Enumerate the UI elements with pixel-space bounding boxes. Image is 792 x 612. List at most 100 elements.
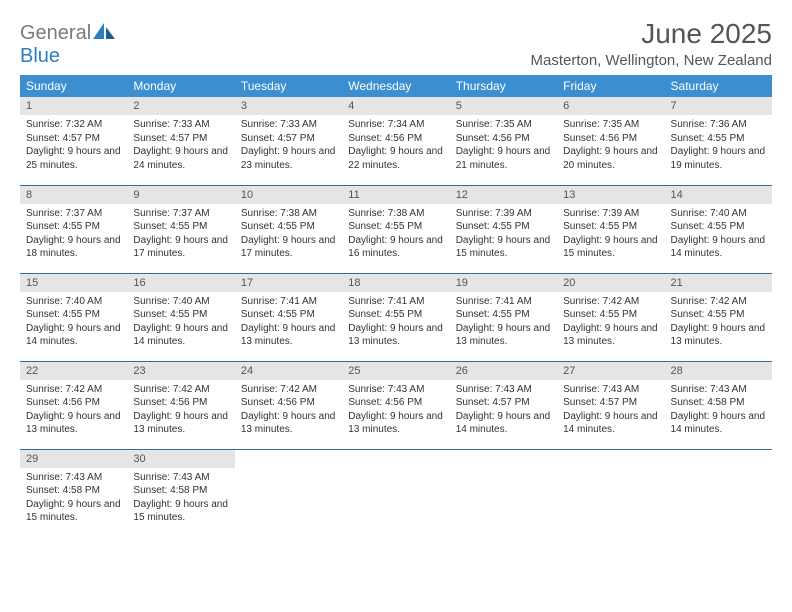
- sunrise-text: Sunrise: 7:42 AM: [133, 383, 228, 397]
- calendar-cell: 16Sunrise: 7:40 AMSunset: 4:55 PMDayligh…: [127, 273, 234, 361]
- day-details: Sunrise: 7:40 AMSunset: 4:55 PMDaylight:…: [127, 292, 234, 355]
- sunset-text: Sunset: 4:56 PM: [456, 132, 551, 146]
- calendar-cell: 17Sunrise: 7:41 AMSunset: 4:55 PMDayligh…: [235, 273, 342, 361]
- day-number: 19: [450, 274, 557, 292]
- daylight-text: Daylight: 9 hours and 23 minutes.: [241, 145, 336, 172]
- sunrise-text: Sunrise: 7:40 AM: [133, 295, 228, 309]
- day-number: 5: [450, 97, 557, 115]
- day-details: Sunrise: 7:43 AMSunset: 4:57 PMDaylight:…: [557, 380, 664, 443]
- calendar-cell: [450, 449, 557, 537]
- day-number: 22: [20, 362, 127, 380]
- day-details: Sunrise: 7:42 AMSunset: 4:56 PMDaylight:…: [20, 380, 127, 443]
- calendar-cell: 8Sunrise: 7:37 AMSunset: 4:55 PMDaylight…: [20, 185, 127, 273]
- sunrise-text: Sunrise: 7:42 AM: [26, 383, 121, 397]
- sunset-text: Sunset: 4:55 PM: [456, 308, 551, 322]
- sunrise-text: Sunrise: 7:43 AM: [133, 471, 228, 485]
- sunrise-text: Sunrise: 7:40 AM: [26, 295, 121, 309]
- day-number: 7: [665, 97, 772, 115]
- sunset-text: Sunset: 4:55 PM: [671, 220, 766, 234]
- day-number: 13: [557, 186, 664, 204]
- calendar-cell: 6Sunrise: 7:35 AMSunset: 4:56 PMDaylight…: [557, 97, 664, 185]
- day-details: Sunrise: 7:41 AMSunset: 4:55 PMDaylight:…: [342, 292, 449, 355]
- daylight-text: Daylight: 9 hours and 13 minutes.: [241, 322, 336, 349]
- sunset-text: Sunset: 4:55 PM: [563, 308, 658, 322]
- sunset-text: Sunset: 4:55 PM: [241, 308, 336, 322]
- day-number: 12: [450, 186, 557, 204]
- day-number: 17: [235, 274, 342, 292]
- daylight-text: Daylight: 9 hours and 14 minutes.: [671, 234, 766, 261]
- sunrise-text: Sunrise: 7:35 AM: [563, 118, 658, 132]
- daylight-text: Daylight: 9 hours and 13 minutes.: [348, 322, 443, 349]
- day-details: Sunrise: 7:42 AMSunset: 4:55 PMDaylight:…: [665, 292, 772, 355]
- day-number: 8: [20, 186, 127, 204]
- calendar-cell: 7Sunrise: 7:36 AMSunset: 4:55 PMDaylight…: [665, 97, 772, 185]
- sunrise-text: Sunrise: 7:43 AM: [563, 383, 658, 397]
- logo-text-blue: Blue: [20, 45, 60, 67]
- sunset-text: Sunset: 4:56 PM: [348, 132, 443, 146]
- calendar-cell: 19Sunrise: 7:41 AMSunset: 4:55 PMDayligh…: [450, 273, 557, 361]
- calendar-cell: 10Sunrise: 7:38 AMSunset: 4:55 PMDayligh…: [235, 185, 342, 273]
- calendar-cell: 27Sunrise: 7:43 AMSunset: 4:57 PMDayligh…: [557, 361, 664, 449]
- day-number: 25: [342, 362, 449, 380]
- calendar-cell: 3Sunrise: 7:33 AMSunset: 4:57 PMDaylight…: [235, 97, 342, 185]
- sunrise-text: Sunrise: 7:42 AM: [563, 295, 658, 309]
- sunset-text: Sunset: 4:57 PM: [456, 396, 551, 410]
- daylight-text: Daylight: 9 hours and 13 minutes.: [348, 410, 443, 437]
- sunset-text: Sunset: 4:58 PM: [671, 396, 766, 410]
- calendar-cell: 5Sunrise: 7:35 AMSunset: 4:56 PMDaylight…: [450, 97, 557, 185]
- sunrise-text: Sunrise: 7:43 AM: [456, 383, 551, 397]
- calendar-cell: 12Sunrise: 7:39 AMSunset: 4:55 PMDayligh…: [450, 185, 557, 273]
- logo-sail-icon: [93, 23, 117, 39]
- sunset-text: Sunset: 4:56 PM: [26, 396, 121, 410]
- calendar-cell: 1Sunrise: 7:32 AMSunset: 4:57 PMDaylight…: [20, 97, 127, 185]
- weekday-header: Monday: [127, 75, 234, 97]
- day-number: 21: [665, 274, 772, 292]
- daylight-text: Daylight: 9 hours and 17 minutes.: [133, 234, 228, 261]
- sunrise-text: Sunrise: 7:37 AM: [26, 207, 121, 221]
- day-number: 2: [127, 97, 234, 115]
- sunrise-text: Sunrise: 7:35 AM: [456, 118, 551, 132]
- sunset-text: Sunset: 4:56 PM: [348, 396, 443, 410]
- daylight-text: Daylight: 9 hours and 15 minutes.: [456, 234, 551, 261]
- daylight-text: Daylight: 9 hours and 25 minutes.: [26, 145, 121, 172]
- day-details: Sunrise: 7:42 AMSunset: 4:55 PMDaylight:…: [557, 292, 664, 355]
- daylight-text: Daylight: 9 hours and 20 minutes.: [563, 145, 658, 172]
- calendar-cell: 26Sunrise: 7:43 AMSunset: 4:57 PMDayligh…: [450, 361, 557, 449]
- daylight-text: Daylight: 9 hours and 15 minutes.: [133, 498, 228, 525]
- calendar-cell: 9Sunrise: 7:37 AMSunset: 4:55 PMDaylight…: [127, 185, 234, 273]
- day-number: 16: [127, 274, 234, 292]
- sunrise-text: Sunrise: 7:42 AM: [671, 295, 766, 309]
- day-number: 27: [557, 362, 664, 380]
- calendar-cell: 15Sunrise: 7:40 AMSunset: 4:55 PMDayligh…: [20, 273, 127, 361]
- daylight-text: Daylight: 9 hours and 13 minutes.: [26, 410, 121, 437]
- day-number: 3: [235, 97, 342, 115]
- sunrise-text: Sunrise: 7:33 AM: [133, 118, 228, 132]
- sunrise-text: Sunrise: 7:41 AM: [456, 295, 551, 309]
- calendar-week-row: 1Sunrise: 7:32 AMSunset: 4:57 PMDaylight…: [20, 97, 772, 185]
- day-number: 23: [127, 362, 234, 380]
- sunrise-text: Sunrise: 7:42 AM: [241, 383, 336, 397]
- calendar-cell: 24Sunrise: 7:42 AMSunset: 4:56 PMDayligh…: [235, 361, 342, 449]
- title-block: June 2025 Masterton, Wellington, New Zea…: [530, 18, 772, 69]
- daylight-text: Daylight: 9 hours and 15 minutes.: [26, 498, 121, 525]
- daylight-text: Daylight: 9 hours and 14 minutes.: [671, 410, 766, 437]
- calendar-cell: [557, 449, 664, 537]
- day-number: 29: [20, 450, 127, 468]
- day-number: 28: [665, 362, 772, 380]
- day-number: 18: [342, 274, 449, 292]
- calendar-cell: [342, 449, 449, 537]
- sunrise-text: Sunrise: 7:38 AM: [348, 207, 443, 221]
- calendar-cell: 11Sunrise: 7:38 AMSunset: 4:55 PMDayligh…: [342, 185, 449, 273]
- day-details: Sunrise: 7:39 AMSunset: 4:55 PMDaylight:…: [450, 204, 557, 267]
- daylight-text: Daylight: 9 hours and 14 minutes.: [133, 322, 228, 349]
- calendar-cell: 20Sunrise: 7:42 AMSunset: 4:55 PMDayligh…: [557, 273, 664, 361]
- daylight-text: Daylight: 9 hours and 17 minutes.: [241, 234, 336, 261]
- calendar-cell: [665, 449, 772, 537]
- sunrise-text: Sunrise: 7:33 AM: [241, 118, 336, 132]
- day-details: Sunrise: 7:38 AMSunset: 4:55 PMDaylight:…: [342, 204, 449, 267]
- daylight-text: Daylight: 9 hours and 18 minutes.: [26, 234, 121, 261]
- day-details: Sunrise: 7:35 AMSunset: 4:56 PMDaylight:…: [557, 115, 664, 178]
- day-details: Sunrise: 7:39 AMSunset: 4:55 PMDaylight:…: [557, 204, 664, 267]
- calendar-cell: 30Sunrise: 7:43 AMSunset: 4:58 PMDayligh…: [127, 449, 234, 537]
- daylight-text: Daylight: 9 hours and 13 minutes.: [563, 322, 658, 349]
